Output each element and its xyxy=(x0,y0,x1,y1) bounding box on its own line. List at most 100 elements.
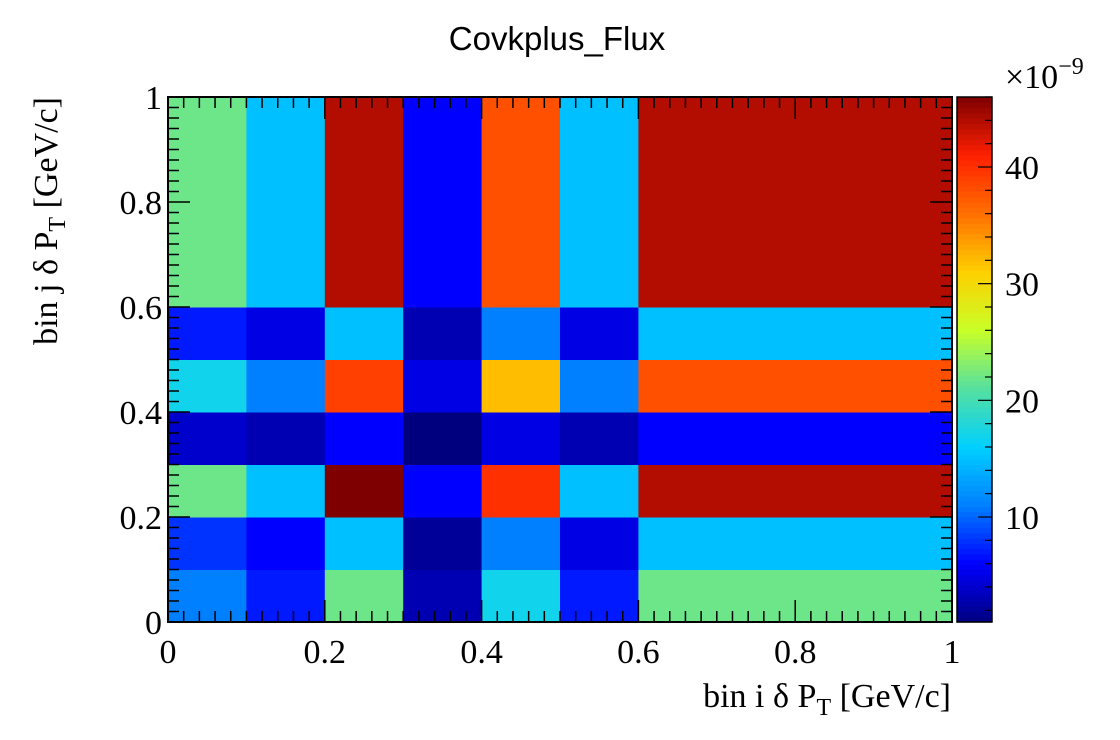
heatmap-cell xyxy=(168,359,247,413)
color-bar-segment xyxy=(957,149,992,156)
color-bar-segment xyxy=(957,233,992,240)
color-bar-segment xyxy=(957,354,992,361)
heatmap-cell xyxy=(481,569,561,623)
color-bar-segment xyxy=(957,107,992,114)
color-bar-segment xyxy=(957,427,992,434)
heatmap-cell xyxy=(560,412,639,465)
color-bar-segment xyxy=(957,102,992,109)
x-tick-label: 0.8 xyxy=(774,634,817,671)
color-bar-segment xyxy=(957,580,992,586)
color-bar-segment xyxy=(957,506,992,513)
color-bar-segment xyxy=(957,196,992,203)
z-tick-label: 20 xyxy=(1005,383,1039,420)
color-bar-segment xyxy=(957,286,992,292)
heatmap-cell xyxy=(403,464,483,518)
color-bar-segment xyxy=(957,611,992,618)
color-bar-segment xyxy=(957,175,992,182)
color-bar-segment xyxy=(957,532,992,539)
color-bar-segment xyxy=(957,401,992,408)
color-bar-segment xyxy=(957,217,992,224)
heatmap-cell xyxy=(324,464,404,518)
heatmap-cell xyxy=(246,359,326,413)
color-bar-segment xyxy=(957,238,992,245)
color-bar-segment xyxy=(957,517,992,523)
heatmap-cell xyxy=(168,569,247,623)
color-bar-segment xyxy=(957,343,992,350)
y-tick-label: 0 xyxy=(145,605,162,642)
color-bar-segment xyxy=(957,422,992,429)
color-bar-segment xyxy=(957,548,992,555)
color-bar-segment xyxy=(957,128,992,135)
chart-title: Covkplus_Flux xyxy=(449,20,666,57)
heatmap-cell xyxy=(246,307,326,360)
color-bar-segment xyxy=(957,443,992,450)
color-bar-segment xyxy=(957,254,992,261)
color-bar-segment xyxy=(957,485,992,492)
color-bar-segment xyxy=(957,307,992,313)
heatmap-cell xyxy=(324,307,404,360)
heatmap-cell xyxy=(324,569,404,623)
color-bar-segment xyxy=(957,223,992,229)
color-bar-segment xyxy=(957,454,992,460)
color-bar-segment xyxy=(957,595,992,602)
heatmap-cell xyxy=(403,97,483,308)
color-bar-segment xyxy=(957,144,992,151)
heatmap-cell xyxy=(168,412,247,465)
color-bar-segment xyxy=(957,133,992,140)
color-bar-segment xyxy=(957,553,992,560)
x-tick-label: 0.4 xyxy=(460,634,503,671)
color-bar-segment xyxy=(957,97,992,103)
heatmap-cell xyxy=(403,412,483,465)
heatmap-cell xyxy=(638,464,953,518)
heatmap-cell xyxy=(638,412,953,465)
color-bar-segment xyxy=(957,280,992,287)
color-bar-segment xyxy=(957,212,992,219)
heatmap-cell xyxy=(168,464,247,518)
x-tick-label: 0 xyxy=(160,634,177,671)
heatmap-cell xyxy=(246,517,326,570)
color-bar-segment xyxy=(957,601,992,607)
color-bar-segment xyxy=(957,228,992,235)
color-bar-segment xyxy=(957,569,992,576)
heatmap-cell xyxy=(324,359,404,413)
heatmap-cell xyxy=(168,307,247,360)
color-bar-segment xyxy=(957,496,992,502)
color-bar-segment xyxy=(957,559,992,565)
color-bar-segment xyxy=(957,301,992,308)
color-bar-segment xyxy=(957,338,992,345)
color-bar-segment xyxy=(957,480,992,487)
x-tick-label: 0.2 xyxy=(304,634,347,671)
color-bar-segment xyxy=(957,459,992,466)
heatmap-cell xyxy=(560,517,639,570)
color-bar-segment xyxy=(957,259,992,266)
color-bar-segment xyxy=(957,207,992,214)
color-bar-segment xyxy=(957,370,992,376)
color-bar-segment xyxy=(957,385,992,392)
color-bar-segment xyxy=(957,349,992,355)
color-bar-segment xyxy=(957,543,992,550)
color-bar-segment xyxy=(957,375,992,382)
color-bar-segment xyxy=(957,511,992,518)
y-tick-label: 0.4 xyxy=(120,395,163,432)
y-tick-label: 0.6 xyxy=(120,290,163,327)
color-bar-segment xyxy=(957,312,992,319)
heatmap-cell xyxy=(481,307,561,360)
color-bar-segment xyxy=(957,139,992,145)
heatmap-cell xyxy=(481,359,561,413)
heatmap-cell xyxy=(246,97,326,308)
color-scale-exponent: ×10−9 xyxy=(1005,54,1084,96)
color-bar-segment xyxy=(957,522,992,529)
heatmap-cell xyxy=(403,517,483,570)
x-tick-label: 1 xyxy=(944,634,961,671)
color-bar-segment xyxy=(957,380,992,387)
heatmap-cell xyxy=(481,97,561,308)
heatmap-cell xyxy=(638,97,953,308)
color-bar-segment xyxy=(957,606,992,613)
y-axis-ticks: 0 0.2 0.4 0.6 0.8 1 xyxy=(120,80,952,642)
color-bar-segment xyxy=(957,364,992,371)
heatmap-cell xyxy=(246,412,326,465)
color-bar-segment xyxy=(957,112,992,119)
color-bar-segment xyxy=(957,317,992,324)
color-bar-segment xyxy=(957,438,992,445)
x-axis-ticks: 0 0.2 0.4 0.6 0.8 1 xyxy=(160,97,961,671)
